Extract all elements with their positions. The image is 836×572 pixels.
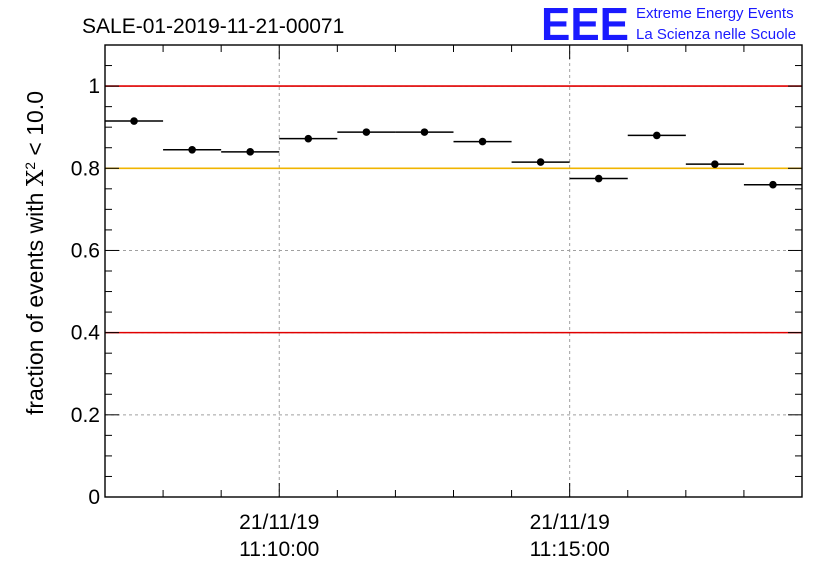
y-tick-label: 0 <box>88 486 100 509</box>
eee-logo-mark: EEE <box>541 0 629 50</box>
x-tick-label-date: 21/11/19 <box>239 511 319 534</box>
eee-logo-line2: La Scienza nelle Scuole <box>636 26 796 43</box>
data-point <box>362 128 371 136</box>
y-tick-label: 0.8 <box>71 157 100 180</box>
eee-logo-line1: Extreme Energy Events <box>636 5 794 22</box>
chart-title: SALE-01-2019-11-21-00071 <box>82 15 344 38</box>
data-point <box>246 148 255 156</box>
data-point <box>478 137 487 146</box>
data-point <box>652 131 661 140</box>
plot-frame <box>104 44 803 498</box>
data-point <box>420 128 429 136</box>
data-point <box>711 160 719 168</box>
y-tick-label: 1 <box>88 75 100 98</box>
x-tick-label-date: 21/11/19 <box>530 511 610 534</box>
y-tick-label: 0.2 <box>71 404 100 427</box>
data-point <box>188 145 196 154</box>
data-point <box>536 158 545 166</box>
y-tick-label: 0.4 <box>71 322 101 345</box>
x-tick-label-time: 11:10:00 <box>239 538 319 561</box>
data-point <box>130 117 138 125</box>
data-point <box>304 134 313 143</box>
y-tick-label: 0.6 <box>71 239 100 262</box>
y-axis-label-pre: fraction of events with <box>22 186 48 415</box>
eee-logo: EEE Extreme Energy Events La Scienza nel… <box>541 0 796 50</box>
data-point <box>769 180 777 189</box>
y-axis-label-sup: 2 <box>22 162 38 170</box>
data-point <box>594 174 603 183</box>
x-tick-label-time: 11:15:00 <box>530 538 610 561</box>
y-axis-label-symbol: X <box>23 169 49 186</box>
plot-area: 0 0.2 0.4 0.6 0.8 1 21/11/19 11:10:00 21/11/19 11… <box>71 44 803 561</box>
y-axis-label-post: < 10.0 <box>22 91 48 162</box>
y-axis-label: fraction of events with X2 < 10.0 <box>22 91 49 415</box>
